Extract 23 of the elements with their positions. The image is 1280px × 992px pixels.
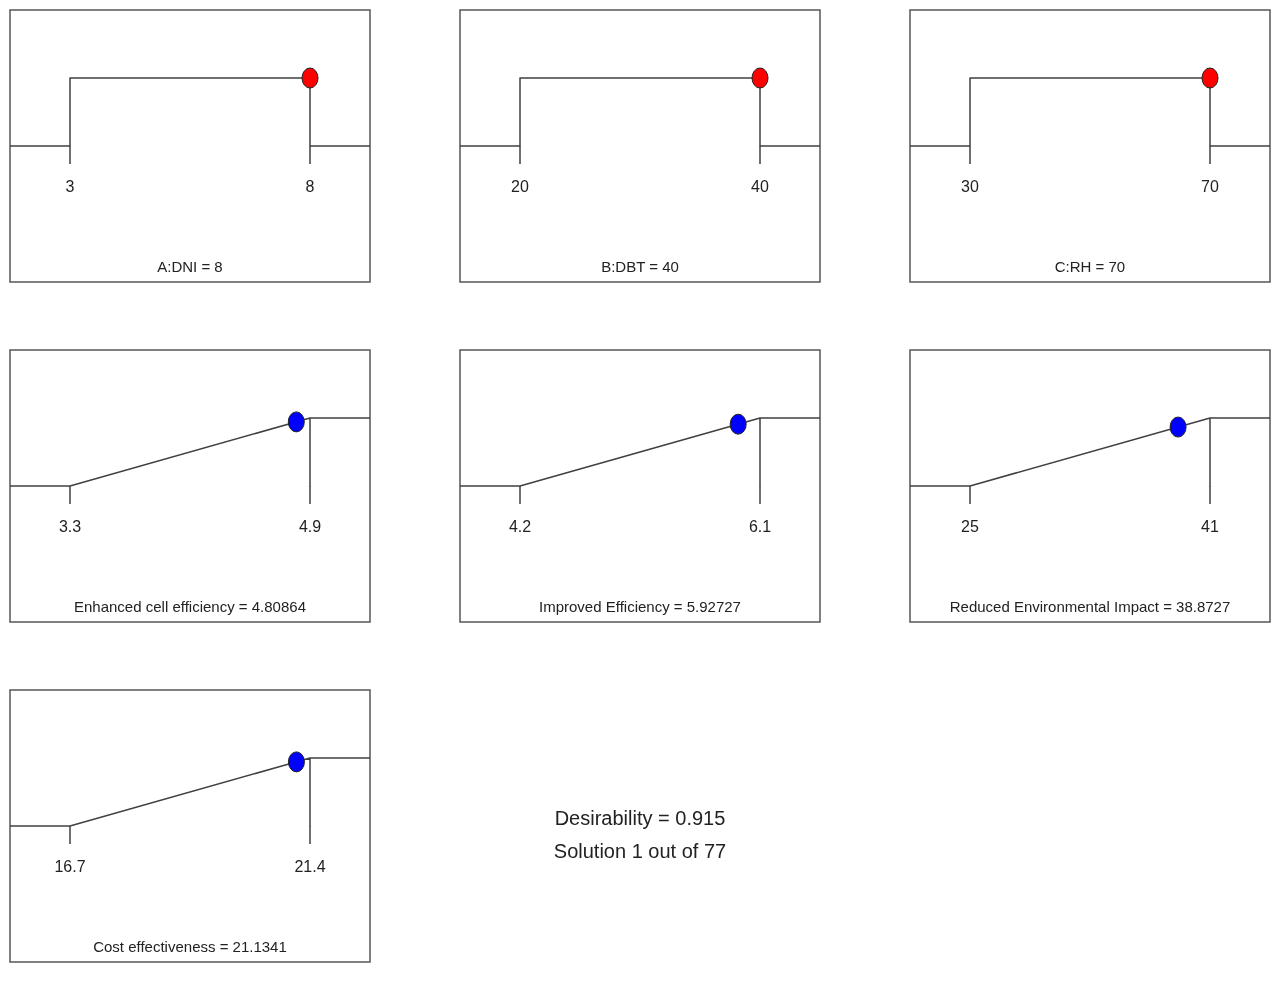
x-axis-title: Reduced Environmental Impact = 38.8727 — [949, 598, 1231, 615]
x-tick-label: 3 — [65, 178, 75, 195]
x-tick-label: 6.1 — [748, 518, 772, 535]
x-tick-label: 4.9 — [298, 518, 322, 535]
x-axis-title: Enhanced cell efficiency = 4.80864 — [74, 598, 306, 615]
x-tick-label: 21.4 — [294, 858, 326, 875]
x-axis-title: C:RH = 70 — [1054, 258, 1126, 275]
x-tick-label: 30 — [961, 178, 979, 195]
x-axis-title: A:DNI = 8 — [157, 258, 223, 275]
x-tick-label: 3.3 — [58, 518, 82, 535]
x-tick-label: 25 — [961, 518, 979, 535]
x-tick-label: 16.7 — [54, 858, 86, 875]
x-tick-label: 8 — [305, 178, 315, 195]
text: Solution 1 out of 77 — [553, 840, 727, 862]
x-tick-label: 4.2 — [508, 518, 532, 535]
x-tick-label: 41 — [1201, 518, 1219, 535]
text: Desirability = 0.915 — [554, 807, 726, 829]
x-axis-title: B:DBT = 40 — [601, 258, 679, 275]
x-tick-label: 70 — [1201, 178, 1219, 195]
x-axis-title: Improved Efficiency = 5.92727 — [539, 598, 741, 615]
x-tick-label: 20 — [511, 178, 529, 195]
x-axis-title: Cost effectiveness = 21.1341 — [93, 938, 287, 955]
x-tick-label: 40 — [751, 178, 769, 195]
